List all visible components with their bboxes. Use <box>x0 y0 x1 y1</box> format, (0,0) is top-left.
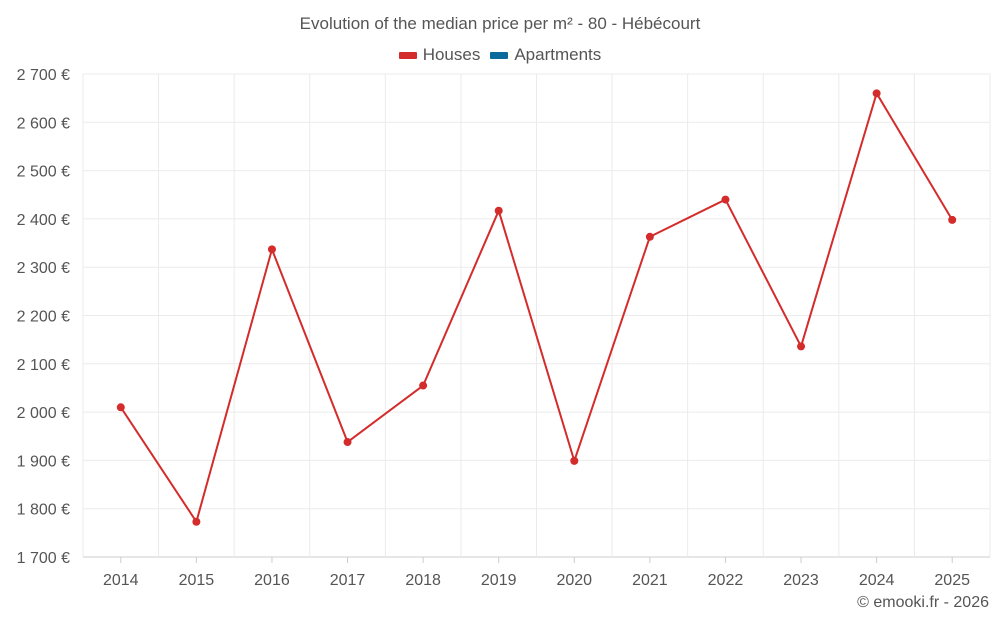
x-tick-label: 2017 <box>330 572 366 589</box>
x-tick-label: 2023 <box>783 572 819 589</box>
legend-swatch-houses <box>398 51 417 59</box>
houses-data-point[interactable] <box>267 245 276 254</box>
legend-label-apartments: Apartments <box>514 45 602 64</box>
legend-label-houses: Houses <box>422 45 481 64</box>
y-tick-label: 2 300 € <box>17 260 70 277</box>
houses-data-point[interactable] <box>419 381 428 390</box>
houses-series-line <box>119 92 954 523</box>
x-tick-label: 2024 <box>859 572 895 589</box>
x-tick-label: 2014 <box>103 572 139 589</box>
houses-data-point[interactable] <box>116 403 125 412</box>
x-tick-label: 2015 <box>179 572 215 589</box>
x-tick-label: 2020 <box>556 572 592 589</box>
legend-item-houses[interactable]: Houses <box>398 45 481 65</box>
x-tick-label: 2019 <box>481 572 517 589</box>
x-tick-label: 2025 <box>934 572 970 589</box>
y-tick-label: 2 000 € <box>17 405 70 422</box>
houses-data-point[interactable] <box>494 206 503 215</box>
houses-data-point[interactable] <box>645 232 654 241</box>
y-tick-label: 2 600 € <box>17 115 70 132</box>
y-tick-label: 2 400 € <box>17 212 70 229</box>
houses-data-point[interactable] <box>192 517 201 526</box>
y-tick-label: 2 700 € <box>17 67 70 84</box>
y-tick-label: 2 200 € <box>17 309 70 326</box>
y-tick-label: 1 900 € <box>17 453 70 470</box>
houses-data-point[interactable] <box>797 342 806 351</box>
legend-item-apartments[interactable]: Apartments <box>490 45 601 65</box>
y-tick-label: 1 800 € <box>17 502 70 519</box>
credit-text: © emooki.fr - 2026 <box>857 594 989 611</box>
legend: Houses Apartments <box>0 45 1000 65</box>
houses-data-point[interactable] <box>570 456 579 465</box>
y-tick-label: 2 500 € <box>17 164 70 181</box>
x-tick-label: 2016 <box>254 572 290 589</box>
houses-data-point[interactable] <box>948 215 957 224</box>
houses-data-point[interactable] <box>343 438 352 447</box>
x-tick-label: 2022 <box>708 572 744 589</box>
houses-data-point[interactable] <box>872 89 881 98</box>
y-tick-label: 1 700 € <box>17 550 70 567</box>
houses-data-point[interactable] <box>721 195 730 204</box>
y-tick-label: 2 100 € <box>17 357 70 374</box>
x-tick-label: 2021 <box>632 572 668 589</box>
legend-swatch-apartments <box>490 51 509 59</box>
chart-title: Evolution of the median price per m² - 8… <box>299 14 701 33</box>
x-tick-label: 2018 <box>405 572 441 589</box>
